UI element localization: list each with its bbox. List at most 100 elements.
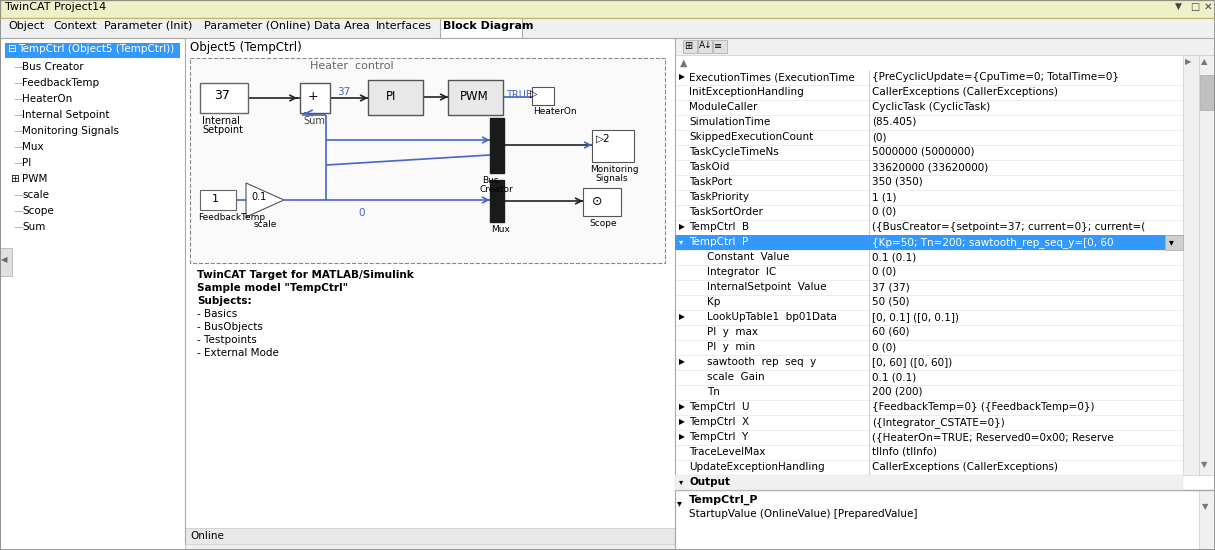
Text: TwinCAT Project14: TwinCAT Project14 bbox=[5, 2, 106, 12]
Text: Sum: Sum bbox=[303, 116, 324, 126]
Text: Creator: Creator bbox=[480, 185, 514, 194]
Bar bbox=[1199, 55, 1215, 475]
Text: tlInfo (tlInfo): tlInfo (tlInfo) bbox=[872, 447, 937, 457]
Text: Output: Output bbox=[689, 477, 730, 487]
Text: —: — bbox=[15, 222, 24, 232]
Text: □: □ bbox=[1189, 2, 1199, 12]
Bar bbox=[368, 80, 423, 115]
Bar bbox=[5, 43, 180, 58]
Text: 60 (60): 60 (60) bbox=[872, 327, 910, 337]
Text: Data Area: Data Area bbox=[315, 21, 371, 31]
Text: TaskPriority: TaskPriority bbox=[689, 192, 748, 202]
Text: HeaterOn: HeaterOn bbox=[533, 107, 577, 116]
Bar bbox=[1183, 55, 1199, 475]
Text: Constant  Value: Constant Value bbox=[707, 252, 790, 262]
Text: 0 (0): 0 (0) bbox=[872, 207, 897, 217]
Text: TempCtrl_P: TempCtrl_P bbox=[689, 495, 758, 505]
Text: 0.1: 0.1 bbox=[252, 192, 266, 202]
Text: Mux: Mux bbox=[22, 142, 44, 152]
Text: ▲: ▲ bbox=[1200, 57, 1208, 66]
Text: InitExceptionHandling: InitExceptionHandling bbox=[689, 87, 804, 97]
Text: {FeedbackTemp=0} ({FeedbackTemp=0}): {FeedbackTemp=0} ({FeedbackTemp=0}) bbox=[872, 402, 1095, 412]
Text: InternalSetpoint  Value: InternalSetpoint Value bbox=[707, 282, 826, 292]
Text: 37 (37): 37 (37) bbox=[872, 282, 910, 292]
Text: TRUE: TRUE bbox=[505, 90, 532, 100]
Text: TempCtrl  U: TempCtrl U bbox=[689, 402, 750, 412]
Text: ▶: ▶ bbox=[679, 72, 685, 81]
Text: 37: 37 bbox=[214, 89, 230, 102]
Text: Kp: Kp bbox=[707, 297, 720, 307]
Text: 0.1 (0.1): 0.1 (0.1) bbox=[872, 372, 916, 382]
Text: Heater  control: Heater control bbox=[310, 61, 394, 71]
Text: Signals: Signals bbox=[595, 174, 628, 183]
Text: SkippedExecutionCount: SkippedExecutionCount bbox=[689, 132, 813, 142]
Text: —: — bbox=[15, 94, 24, 104]
Text: ▶: ▶ bbox=[679, 357, 685, 366]
Bar bbox=[185, 528, 676, 544]
Text: ▾: ▾ bbox=[677, 498, 682, 508]
Text: ({Integrator_CSTATE=0}): ({Integrator_CSTATE=0}) bbox=[872, 417, 1005, 428]
Text: 0: 0 bbox=[358, 208, 364, 218]
Text: 1 (1): 1 (1) bbox=[872, 192, 897, 202]
Text: - Testpoints: - Testpoints bbox=[197, 335, 256, 345]
Bar bbox=[300, 83, 330, 113]
Text: Mux: Mux bbox=[491, 225, 510, 234]
Text: TaskOid: TaskOid bbox=[689, 162, 729, 172]
Text: 33620000 (33620000): 33620000 (33620000) bbox=[872, 162, 988, 172]
Text: ⊞: ⊞ bbox=[10, 174, 18, 184]
Bar bbox=[200, 190, 236, 210]
Bar bbox=[1200, 75, 1214, 110]
Text: +: + bbox=[307, 90, 318, 103]
Text: 0.1 (0.1): 0.1 (0.1) bbox=[872, 252, 916, 262]
Text: TaskCycleTimeNs: TaskCycleTimeNs bbox=[689, 147, 779, 157]
Text: ▾: ▾ bbox=[679, 237, 683, 246]
Text: [0, 60] ([0, 60]): [0, 60] ([0, 60]) bbox=[872, 357, 953, 367]
Text: ▶: ▶ bbox=[1185, 57, 1192, 66]
Text: ▷: ▷ bbox=[530, 89, 537, 99]
Text: Context: Context bbox=[53, 21, 97, 31]
Text: Sum: Sum bbox=[22, 222, 45, 232]
Bar bbox=[490, 118, 504, 173]
Text: ▶: ▶ bbox=[679, 312, 685, 321]
Text: HeaterOn: HeaterOn bbox=[22, 94, 72, 104]
Bar bbox=[583, 188, 621, 216]
Text: CallerExceptions (CallerExceptions): CallerExceptions (CallerExceptions) bbox=[872, 87, 1058, 97]
Text: ▲: ▲ bbox=[680, 58, 688, 68]
Text: StartupValue (OnlineValue) [PreparedValue]: StartupValue (OnlineValue) [PreparedValu… bbox=[689, 509, 917, 519]
Text: TempCtrl  X: TempCtrl X bbox=[689, 417, 750, 427]
Text: Block Diagram: Block Diagram bbox=[443, 21, 533, 31]
Text: LookUpTable1  bp01Data: LookUpTable1 bp01Data bbox=[707, 312, 837, 322]
Text: FeedbackTemp: FeedbackTemp bbox=[22, 78, 100, 88]
Text: 350 (350): 350 (350) bbox=[872, 177, 922, 187]
Bar bbox=[676, 38, 1215, 528]
Text: —: — bbox=[15, 78, 24, 88]
Text: Interfaces: Interfaces bbox=[375, 21, 431, 31]
Bar bbox=[0, 38, 185, 550]
Text: TempCtrl (Object5 (TempCtrl)): TempCtrl (Object5 (TempCtrl)) bbox=[18, 44, 174, 54]
Text: - Basics: - Basics bbox=[197, 309, 237, 319]
Bar bbox=[532, 87, 554, 105]
Text: Bus: Bus bbox=[482, 176, 498, 185]
Text: PI  y  min: PI y min bbox=[707, 342, 756, 352]
Text: ◀: ◀ bbox=[1, 255, 7, 264]
Bar bbox=[0, 0, 1215, 18]
Text: ▶: ▶ bbox=[679, 402, 685, 411]
Bar bbox=[1165, 235, 1183, 250]
Text: [0, 0.1] ([0, 0.1]): [0, 0.1] ([0, 0.1]) bbox=[872, 312, 959, 322]
Text: Subjects:: Subjects: bbox=[197, 296, 252, 306]
Text: Setpoint: Setpoint bbox=[202, 125, 243, 135]
Text: —: — bbox=[15, 110, 24, 120]
Text: PI: PI bbox=[22, 158, 32, 168]
Text: sawtooth  rep  seq  y: sawtooth rep seq y bbox=[707, 357, 816, 367]
Text: 50 (50): 50 (50) bbox=[872, 297, 910, 307]
Bar bbox=[713, 40, 727, 53]
Text: Parameter (Online): Parameter (Online) bbox=[203, 21, 310, 31]
Text: ⊙: ⊙ bbox=[592, 195, 603, 208]
Text: ≡: ≡ bbox=[714, 41, 722, 51]
Text: ModuleCaller: ModuleCaller bbox=[689, 102, 757, 112]
Text: Parameter (Init): Parameter (Init) bbox=[103, 21, 192, 31]
Text: 200 (200): 200 (200) bbox=[872, 387, 922, 397]
Text: scale  Gain: scale Gain bbox=[707, 372, 764, 382]
Bar bbox=[490, 180, 504, 222]
Text: FeedbackTemp: FeedbackTemp bbox=[198, 213, 265, 222]
